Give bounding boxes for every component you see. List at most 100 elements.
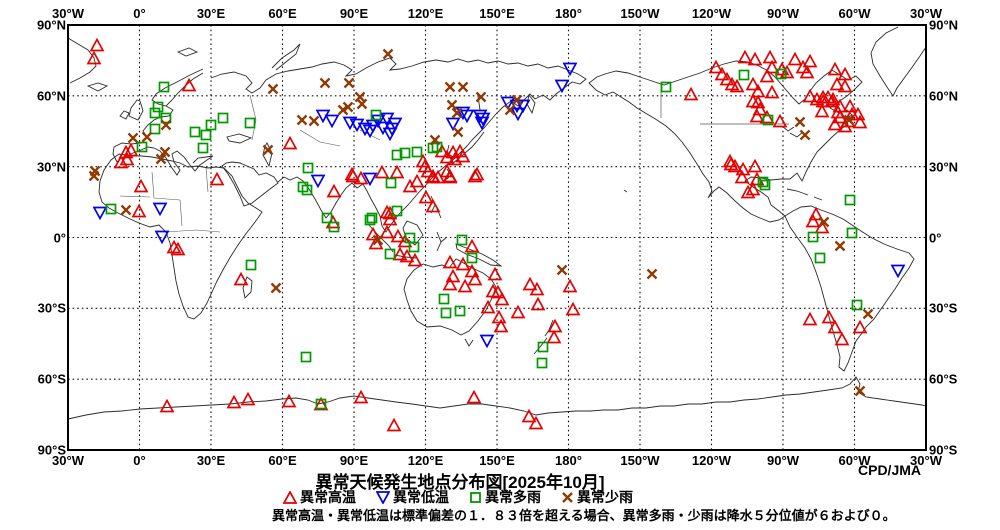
marker-hot bbox=[344, 166, 360, 181]
marker-cold bbox=[515, 99, 531, 114]
marker-hot bbox=[827, 61, 843, 76]
marker-hot bbox=[425, 198, 441, 213]
legend-label-wet: 異常多雨 bbox=[485, 489, 541, 505]
marker-hot bbox=[809, 91, 825, 106]
marker-dry bbox=[862, 308, 874, 320]
legend-label-dry: 異常少雨 bbox=[577, 489, 633, 505]
marker-dry bbox=[475, 91, 487, 103]
coastlines bbox=[67, 26, 927, 420]
marker-hot bbox=[493, 318, 509, 333]
marker-wet bbox=[370, 109, 382, 121]
marker-cold bbox=[154, 230, 170, 245]
axis-label-top-0: 30°W bbox=[52, 6, 84, 21]
marker-dry bbox=[267, 83, 279, 95]
marker-hot bbox=[522, 276, 538, 291]
marker-dry bbox=[270, 282, 282, 294]
marker-dry bbox=[141, 131, 153, 143]
marker-cold bbox=[382, 127, 398, 142]
marker-hot bbox=[510, 304, 526, 319]
marker-hot bbox=[365, 226, 381, 241]
marker-wet bbox=[105, 203, 117, 215]
coastline-south-america bbox=[784, 205, 915, 372]
coastline-iceland bbox=[86, 82, 109, 92]
marker-dry bbox=[160, 119, 172, 131]
border-africa-internal bbox=[119, 167, 221, 233]
axis-label-right-4: 30°S bbox=[929, 300, 958, 316]
marker-hot bbox=[779, 64, 795, 79]
marker-dry bbox=[159, 146, 171, 158]
marker-hot bbox=[123, 142, 139, 157]
marker-hot bbox=[282, 135, 298, 150]
marker-wet bbox=[537, 341, 549, 353]
marker-hot bbox=[832, 109, 848, 124]
coastline-ireland bbox=[119, 110, 130, 120]
axis-label-left-4: 30°S bbox=[37, 300, 66, 316]
marker-wet bbox=[149, 107, 161, 119]
marker-wet bbox=[807, 231, 819, 243]
coastline-arabia bbox=[221, 161, 279, 207]
marker-hot bbox=[390, 228, 406, 243]
legend-label-hot: 異常高温 bbox=[300, 489, 356, 505]
marker-wet bbox=[411, 146, 423, 158]
marker-hot bbox=[464, 263, 480, 278]
marker-hot bbox=[418, 189, 434, 204]
marker-wet bbox=[762, 114, 774, 126]
marker-hot bbox=[455, 148, 471, 163]
marker-hot bbox=[467, 271, 483, 286]
marker-wet bbox=[757, 176, 769, 188]
marker-cold bbox=[459, 109, 475, 124]
marker-dry bbox=[646, 268, 658, 280]
marker-dry bbox=[372, 234, 384, 246]
coastline-greenland-west bbox=[870, 26, 927, 97]
marker-wet bbox=[136, 141, 148, 153]
coastline-black-sea bbox=[226, 133, 253, 144]
marker-hot bbox=[802, 53, 818, 68]
axis-label-right-2: 30°N bbox=[929, 159, 959, 175]
marker-hot bbox=[530, 296, 546, 311]
marker-hot bbox=[802, 311, 818, 326]
marker-cold bbox=[472, 109, 488, 124]
marker-hot bbox=[159, 398, 175, 413]
marker-cold bbox=[370, 114, 386, 129]
marker-dry bbox=[446, 99, 458, 111]
marker-dry bbox=[444, 81, 456, 93]
coastline-asia bbox=[210, 57, 587, 233]
marker-hot bbox=[729, 78, 745, 93]
coastline-great-lakes bbox=[781, 125, 804, 138]
marker-dry bbox=[319, 77, 331, 89]
marker-wet bbox=[321, 212, 333, 224]
axis-label-right-0: 90°N bbox=[929, 17, 959, 33]
marker-hot bbox=[683, 86, 699, 101]
marker-wet bbox=[456, 234, 468, 246]
axis-label-top-11: 60°W bbox=[838, 6, 871, 21]
marker-hot bbox=[209, 171, 225, 186]
axis-label-left-5: 60°S bbox=[37, 371, 66, 387]
marker-wet bbox=[366, 212, 378, 224]
marker-wet bbox=[844, 194, 856, 206]
marker-wet bbox=[438, 293, 450, 305]
marker-hot bbox=[425, 169, 441, 184]
coastline-britain bbox=[128, 99, 144, 121]
axis-label-top-12: 30°W bbox=[910, 6, 942, 21]
legend-item-dry: 異常少雨 bbox=[561, 487, 633, 507]
marker-hot bbox=[133, 178, 149, 193]
marker-hot bbox=[379, 224, 395, 239]
x-icon bbox=[562, 491, 573, 503]
marker-wet bbox=[814, 252, 826, 264]
marker-wet bbox=[454, 305, 466, 317]
plot-frame bbox=[67, 24, 927, 451]
marker-hot bbox=[834, 331, 850, 346]
axis-label-left-3: 0° bbox=[53, 230, 66, 245]
axis-label-right-5: 60°S bbox=[929, 371, 958, 387]
marker-hot bbox=[442, 169, 458, 184]
legend-item-wet: 異常多雨 bbox=[469, 487, 541, 507]
marker-hot bbox=[762, 49, 778, 64]
marker-hot bbox=[409, 173, 425, 188]
marker-dry bbox=[799, 129, 811, 141]
marker-dry bbox=[382, 48, 394, 60]
marker-hot bbox=[181, 77, 197, 92]
marker-hot bbox=[764, 59, 780, 74]
marker-hot bbox=[737, 49, 753, 64]
marker-hot bbox=[457, 278, 473, 293]
marker-hot bbox=[528, 415, 544, 430]
